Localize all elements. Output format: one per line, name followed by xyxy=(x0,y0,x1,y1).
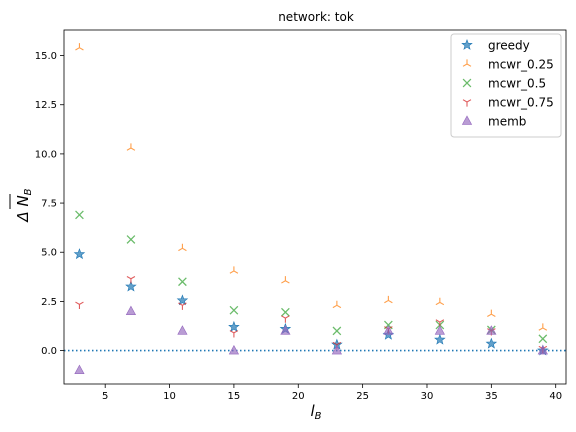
legend-label: memb xyxy=(488,115,526,129)
y-tick-label: 0.0 xyxy=(41,346,57,357)
legend-marker xyxy=(462,99,472,107)
data-point xyxy=(74,364,85,374)
data-point xyxy=(435,297,445,306)
data-point xyxy=(537,344,548,355)
data-point xyxy=(176,294,189,306)
x-tick-label: 40 xyxy=(549,391,562,402)
y-tick-label: 10.0 xyxy=(35,149,57,160)
data-point xyxy=(229,330,239,338)
data-point xyxy=(73,248,86,260)
legend-entry: greedy xyxy=(461,38,530,53)
data-point xyxy=(486,325,497,335)
data-point xyxy=(487,309,496,317)
data-point xyxy=(178,243,187,252)
y-tick-label: 12.5 xyxy=(35,100,57,111)
data-point xyxy=(229,305,239,315)
x-tick-label: 10 xyxy=(163,391,176,402)
points-layer xyxy=(73,43,549,374)
data-point xyxy=(434,333,446,345)
data-point xyxy=(125,305,137,315)
data-point xyxy=(280,325,291,335)
legend-marker xyxy=(462,59,472,67)
data-point xyxy=(485,337,498,349)
data-point xyxy=(331,344,342,355)
data-point xyxy=(332,300,342,309)
data-point xyxy=(228,344,240,355)
y-axis-label-main: Δ N xyxy=(14,195,32,222)
data-point xyxy=(229,266,239,274)
data-point xyxy=(538,334,548,344)
x-tick-label: 25 xyxy=(356,391,369,402)
data-point xyxy=(75,301,84,309)
legend-marker xyxy=(462,78,472,88)
chart-title: network: tok xyxy=(278,10,354,24)
data-point xyxy=(383,325,394,335)
legend-label: mcwr_0.25 xyxy=(488,58,554,72)
y-tick-label: 7.5 xyxy=(41,199,57,210)
legend-entry: memb xyxy=(461,115,526,129)
legend-box xyxy=(450,33,562,138)
x-axis-label-sub: B xyxy=(315,411,322,422)
legend-entry: mcwr_0.75 xyxy=(462,96,554,110)
plot-frame xyxy=(63,29,567,385)
x-tick-label: 35 xyxy=(485,391,498,402)
x-tick-label: 30 xyxy=(421,391,434,402)
data-point xyxy=(126,235,136,244)
data-point xyxy=(332,326,342,336)
series-memb xyxy=(74,305,548,374)
x-tick-label: 5 xyxy=(102,391,108,402)
data-point xyxy=(281,276,290,284)
x-axis-label-main: l xyxy=(310,402,315,420)
legend-entry: mcwr_0.5 xyxy=(462,77,546,91)
y-tick-label: 5.0 xyxy=(41,248,57,259)
y-tick-label: 2.5 xyxy=(41,297,57,308)
ticks-layer: 5 10 15 20 25 30 35 40 0.0 2.5 5.0 7.5 10.0 12.5 15.0 xyxy=(35,51,562,402)
data-point xyxy=(125,280,137,292)
y-axis-label: Δ NB xyxy=(14,188,34,222)
data-point xyxy=(75,43,84,51)
data-point xyxy=(538,323,548,331)
data-point xyxy=(126,143,136,151)
legend-label: mcwr_0.5 xyxy=(488,77,546,91)
y-axis-label-sub: B xyxy=(23,188,34,195)
data-point xyxy=(75,210,84,220)
data-point xyxy=(126,276,136,284)
legend-label: mcwr_0.75 xyxy=(488,96,554,110)
legend-entry: mcwr_0.25 xyxy=(462,58,554,72)
legend-marker xyxy=(461,38,473,50)
y-tick-label: 15.0 xyxy=(35,51,57,62)
legend-label: greedy xyxy=(488,39,530,53)
data-point xyxy=(434,325,445,335)
data-point xyxy=(384,295,393,304)
data-point xyxy=(178,277,187,287)
data-point xyxy=(177,325,188,335)
data-point xyxy=(178,302,187,310)
series-mcwr-0-25 xyxy=(75,43,548,331)
x-axis-label: lB xyxy=(310,402,321,422)
x-tick-label: 20 xyxy=(292,391,305,402)
data-point xyxy=(281,315,290,323)
legend-marker xyxy=(461,115,473,125)
data-point xyxy=(281,307,290,317)
x-tick-label: 15 xyxy=(228,391,241,402)
data-point xyxy=(228,320,240,332)
